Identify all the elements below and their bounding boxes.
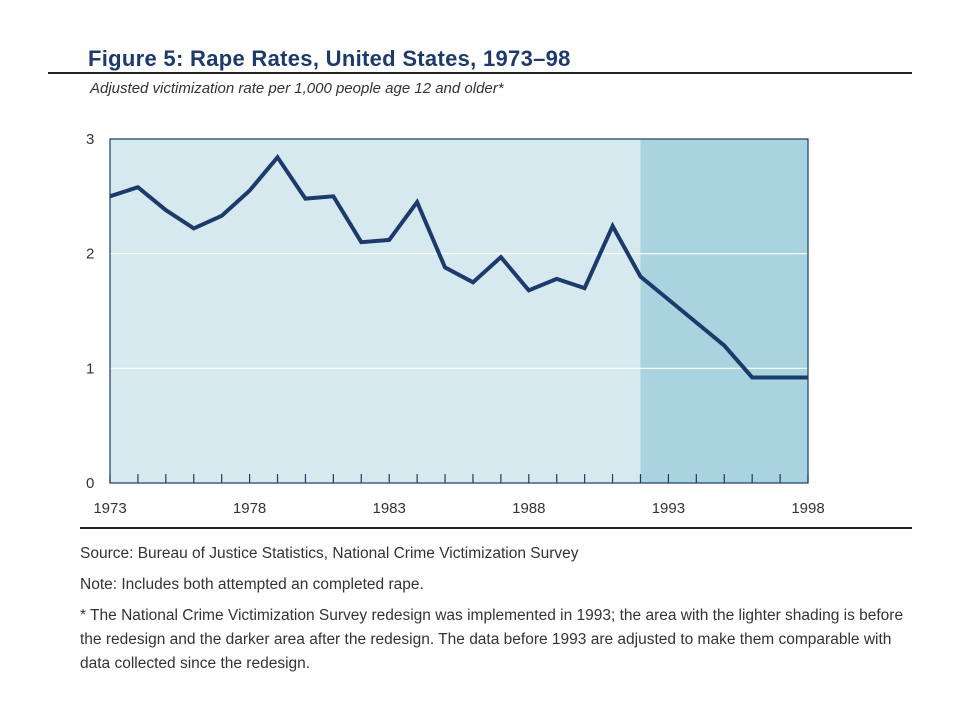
source-note: Source: Bureau of Justice Statistics, Na… (80, 545, 579, 562)
chart-title: Figure 5: Rape Rates, United States, 197… (88, 46, 571, 71)
pre-redesign-region (110, 139, 641, 483)
chart-subtitle: Adjusted victimization rate per 1,000 pe… (90, 80, 504, 97)
definition-note: Note: Includes both attempted an complet… (80, 576, 424, 593)
x-tick-label: 1978 (233, 500, 266, 517)
rate-series-line (109, 153, 808, 380)
y-tick-label: 0 (86, 475, 94, 492)
x-tick-label: 1998 (791, 500, 824, 517)
title-rule (48, 72, 912, 74)
post-redesign-region (640, 139, 808, 483)
y-tick-label: 2 (86, 246, 94, 263)
footer-rule (80, 527, 912, 529)
y-tick-label: 3 (86, 131, 94, 148)
line-chart: 1973 1978 1983 1988 1993 1998 0 1 2 3 (86, 131, 825, 517)
plot-frame (109, 138, 809, 484)
x-tick-label: 1973 (93, 500, 126, 517)
x-tick-label: 1983 (373, 500, 406, 517)
redesign-footnote: * The National Crime Victimization Surve… (80, 607, 904, 672)
x-tick-label: 1988 (512, 500, 545, 517)
x-tick-label: 1993 (652, 500, 685, 517)
y-tick-label: 1 (86, 360, 94, 377)
